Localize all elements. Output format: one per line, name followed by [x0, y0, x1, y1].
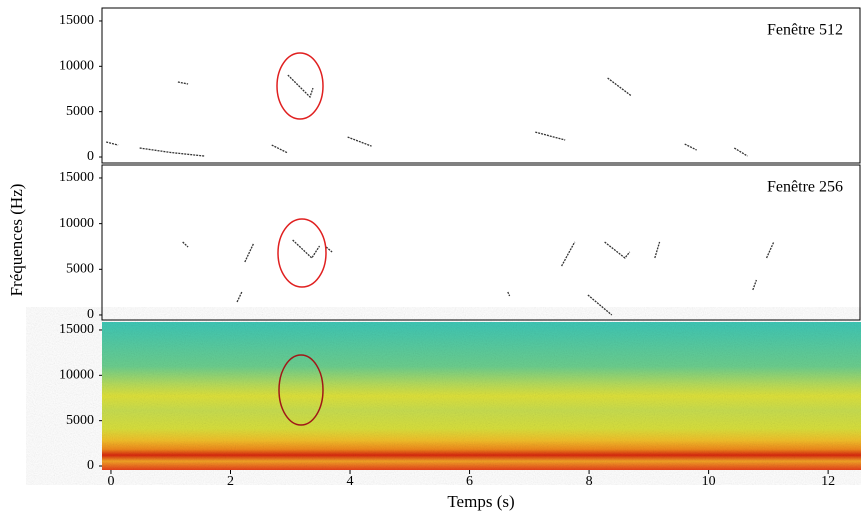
contour — [325, 246, 333, 253]
y-axis-label: Fréquences (Hz) — [7, 184, 26, 297]
y-tick-label: 5000 — [66, 262, 94, 277]
y-tick-label: 15000 — [59, 13, 94, 28]
contour — [347, 136, 372, 147]
panel-title: Fenêtre 512 — [767, 22, 843, 39]
contour — [604, 241, 631, 259]
y-tick-label: 10000 — [59, 368, 94, 383]
y-tick-label: 5000 — [66, 413, 94, 428]
contour — [177, 81, 189, 85]
highlight-circle — [277, 218, 327, 288]
x-tick-label: 12 — [821, 474, 835, 489]
y-tick-label: 15000 — [59, 322, 94, 337]
plots: Fenêtre 512 0 5000 10000 15000 Fenêtre 256 0 50… — [59, 7, 861, 489]
x-tick-label: 8 — [586, 474, 593, 489]
highlight-circle — [276, 52, 324, 120]
contour — [535, 131, 566, 141]
x-tick-label: 2 — [227, 474, 234, 489]
y-tick-label: 0 — [87, 149, 94, 164]
x-tick-label: 6 — [466, 474, 473, 489]
contour — [507, 291, 511, 297]
x-tick-label: 4 — [347, 474, 354, 489]
contour — [287, 74, 314, 99]
contour — [244, 242, 255, 263]
contour — [271, 144, 289, 154]
x-axis-label: Temps (s) — [447, 492, 514, 511]
panel-frame — [101, 164, 861, 321]
spectrogram-noise — [102, 322, 861, 470]
y-tick-label: 10000 — [59, 59, 94, 74]
contour — [733, 147, 748, 157]
panel-title: Fenêtre 256 — [767, 179, 843, 196]
contour — [236, 291, 243, 303]
annotations — [276, 52, 327, 426]
y-tick-label: 10000 — [59, 216, 94, 231]
contour — [587, 294, 613, 316]
y-tick-label: 0 — [87, 458, 94, 473]
panel-frame — [101, 7, 861, 164]
y-tick-label: 15000 — [59, 170, 94, 185]
contour — [607, 77, 632, 97]
contour — [561, 241, 576, 267]
contour — [139, 147, 205, 157]
y-tick-label: 5000 — [66, 104, 94, 119]
contour — [182, 241, 189, 248]
x-tick-label: 10 — [702, 474, 716, 489]
x-tick-label: 0 — [107, 474, 114, 489]
contour — [684, 143, 697, 151]
highlight-circle — [278, 354, 324, 426]
y-tick-label: 0 — [87, 307, 94, 322]
contour — [752, 279, 758, 291]
contour — [106, 141, 119, 146]
contour — [654, 241, 661, 259]
